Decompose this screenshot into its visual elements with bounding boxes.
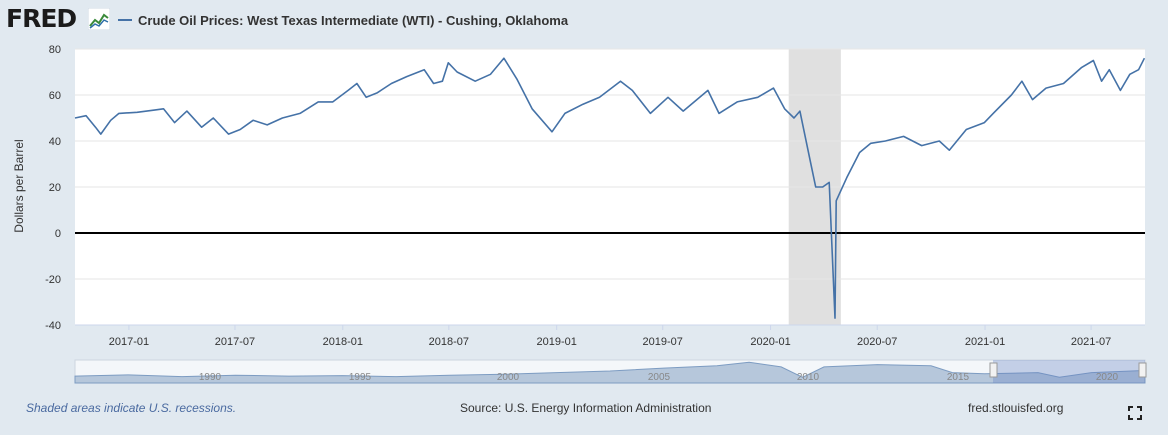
navigator-label: 1995 bbox=[349, 372, 372, 383]
navigator-handle[interactable] bbox=[989, 362, 998, 378]
plot-area[interactable] bbox=[74, 48, 1146, 326]
navigator-label: 1990 bbox=[199, 372, 222, 383]
y-axis: -40 -20 0 20 40 60 80 bbox=[45, 44, 61, 332]
y-axis-label: Dollars per Barrel bbox=[12, 139, 26, 232]
navigator-series bbox=[74, 361, 1146, 384]
x-axis: 2017-01 2017-07 2018-01 2018-07 2019-01 2019-… bbox=[75, 324, 1145, 348]
y-tick-label: -20 bbox=[45, 274, 61, 286]
navigator-label: 2000 bbox=[497, 372, 520, 383]
fred-logo[interactable]: FRED bbox=[6, 4, 77, 33]
y-tick-label: 60 bbox=[49, 90, 61, 102]
x-tick-label: 2021-01 bbox=[965, 336, 1005, 348]
x-tick-label: 2018-01 bbox=[323, 336, 363, 348]
x-tick-label: 2020-01 bbox=[750, 336, 790, 348]
x-tick-label: 2018-07 bbox=[429, 336, 469, 348]
x-tick-label: 2017-01 bbox=[109, 336, 149, 348]
y-tick-label: 0 bbox=[55, 228, 61, 240]
navigator[interactable]: 1990 1995 2000 2005 2010 2015 2020 bbox=[74, 359, 1147, 384]
navigator-label: 2015 bbox=[947, 372, 970, 383]
series-line[interactable] bbox=[74, 57, 1146, 319]
navigator-label: 2005 bbox=[648, 372, 671, 383]
x-tick-label: 2019-07 bbox=[643, 336, 683, 348]
x-tick-label: 2020-07 bbox=[857, 336, 897, 348]
navigator-label: 2010 bbox=[797, 372, 820, 383]
navigator-label: 2020 bbox=[1096, 372, 1119, 383]
x-tick-label: 2017-07 bbox=[215, 336, 255, 348]
legend[interactable]: Crude Oil Prices: West Texas Intermediat… bbox=[118, 11, 568, 29]
legend-swatch bbox=[118, 19, 132, 21]
y-tick-label: 40 bbox=[49, 136, 61, 148]
y-tick-label: -40 bbox=[45, 320, 61, 332]
source-text: Source: U.S. Energy Information Administ… bbox=[460, 401, 712, 415]
fullscreen-icon[interactable] bbox=[1128, 406, 1142, 420]
site-link[interactable]: fred.stlouisfed.org bbox=[968, 401, 1064, 415]
fred-graph-icon bbox=[88, 8, 110, 30]
recession-note: Shaded areas indicate U.S. recessions. bbox=[26, 401, 237, 415]
x-tick-label: 2021-07 bbox=[1071, 336, 1111, 348]
y-tick-label: 20 bbox=[49, 182, 61, 194]
y-tick-label: 80 bbox=[49, 44, 61, 56]
legend-series-name: Crude Oil Prices: West Texas Intermediat… bbox=[138, 12, 569, 28]
navigator-handle[interactable] bbox=[1138, 362, 1147, 378]
navigator-selection[interactable] bbox=[993, 360, 1145, 383]
chart-header: FRED Crude Oil Prices: West Texas Interm… bbox=[0, 0, 1168, 40]
x-tick-label: 2019-01 bbox=[536, 336, 576, 348]
